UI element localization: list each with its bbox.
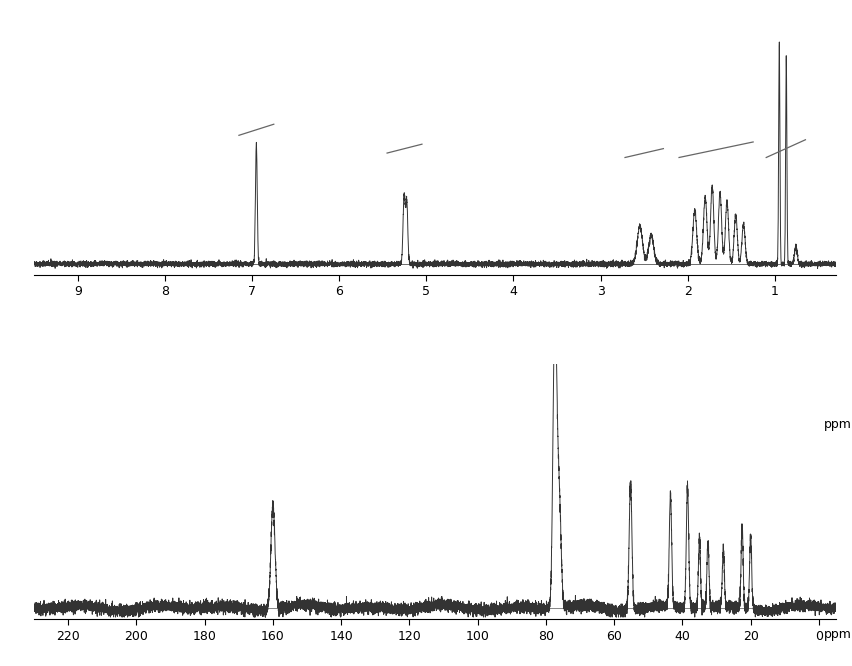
Text: ppm: ppm (823, 418, 851, 432)
Text: ppm: ppm (823, 627, 851, 641)
